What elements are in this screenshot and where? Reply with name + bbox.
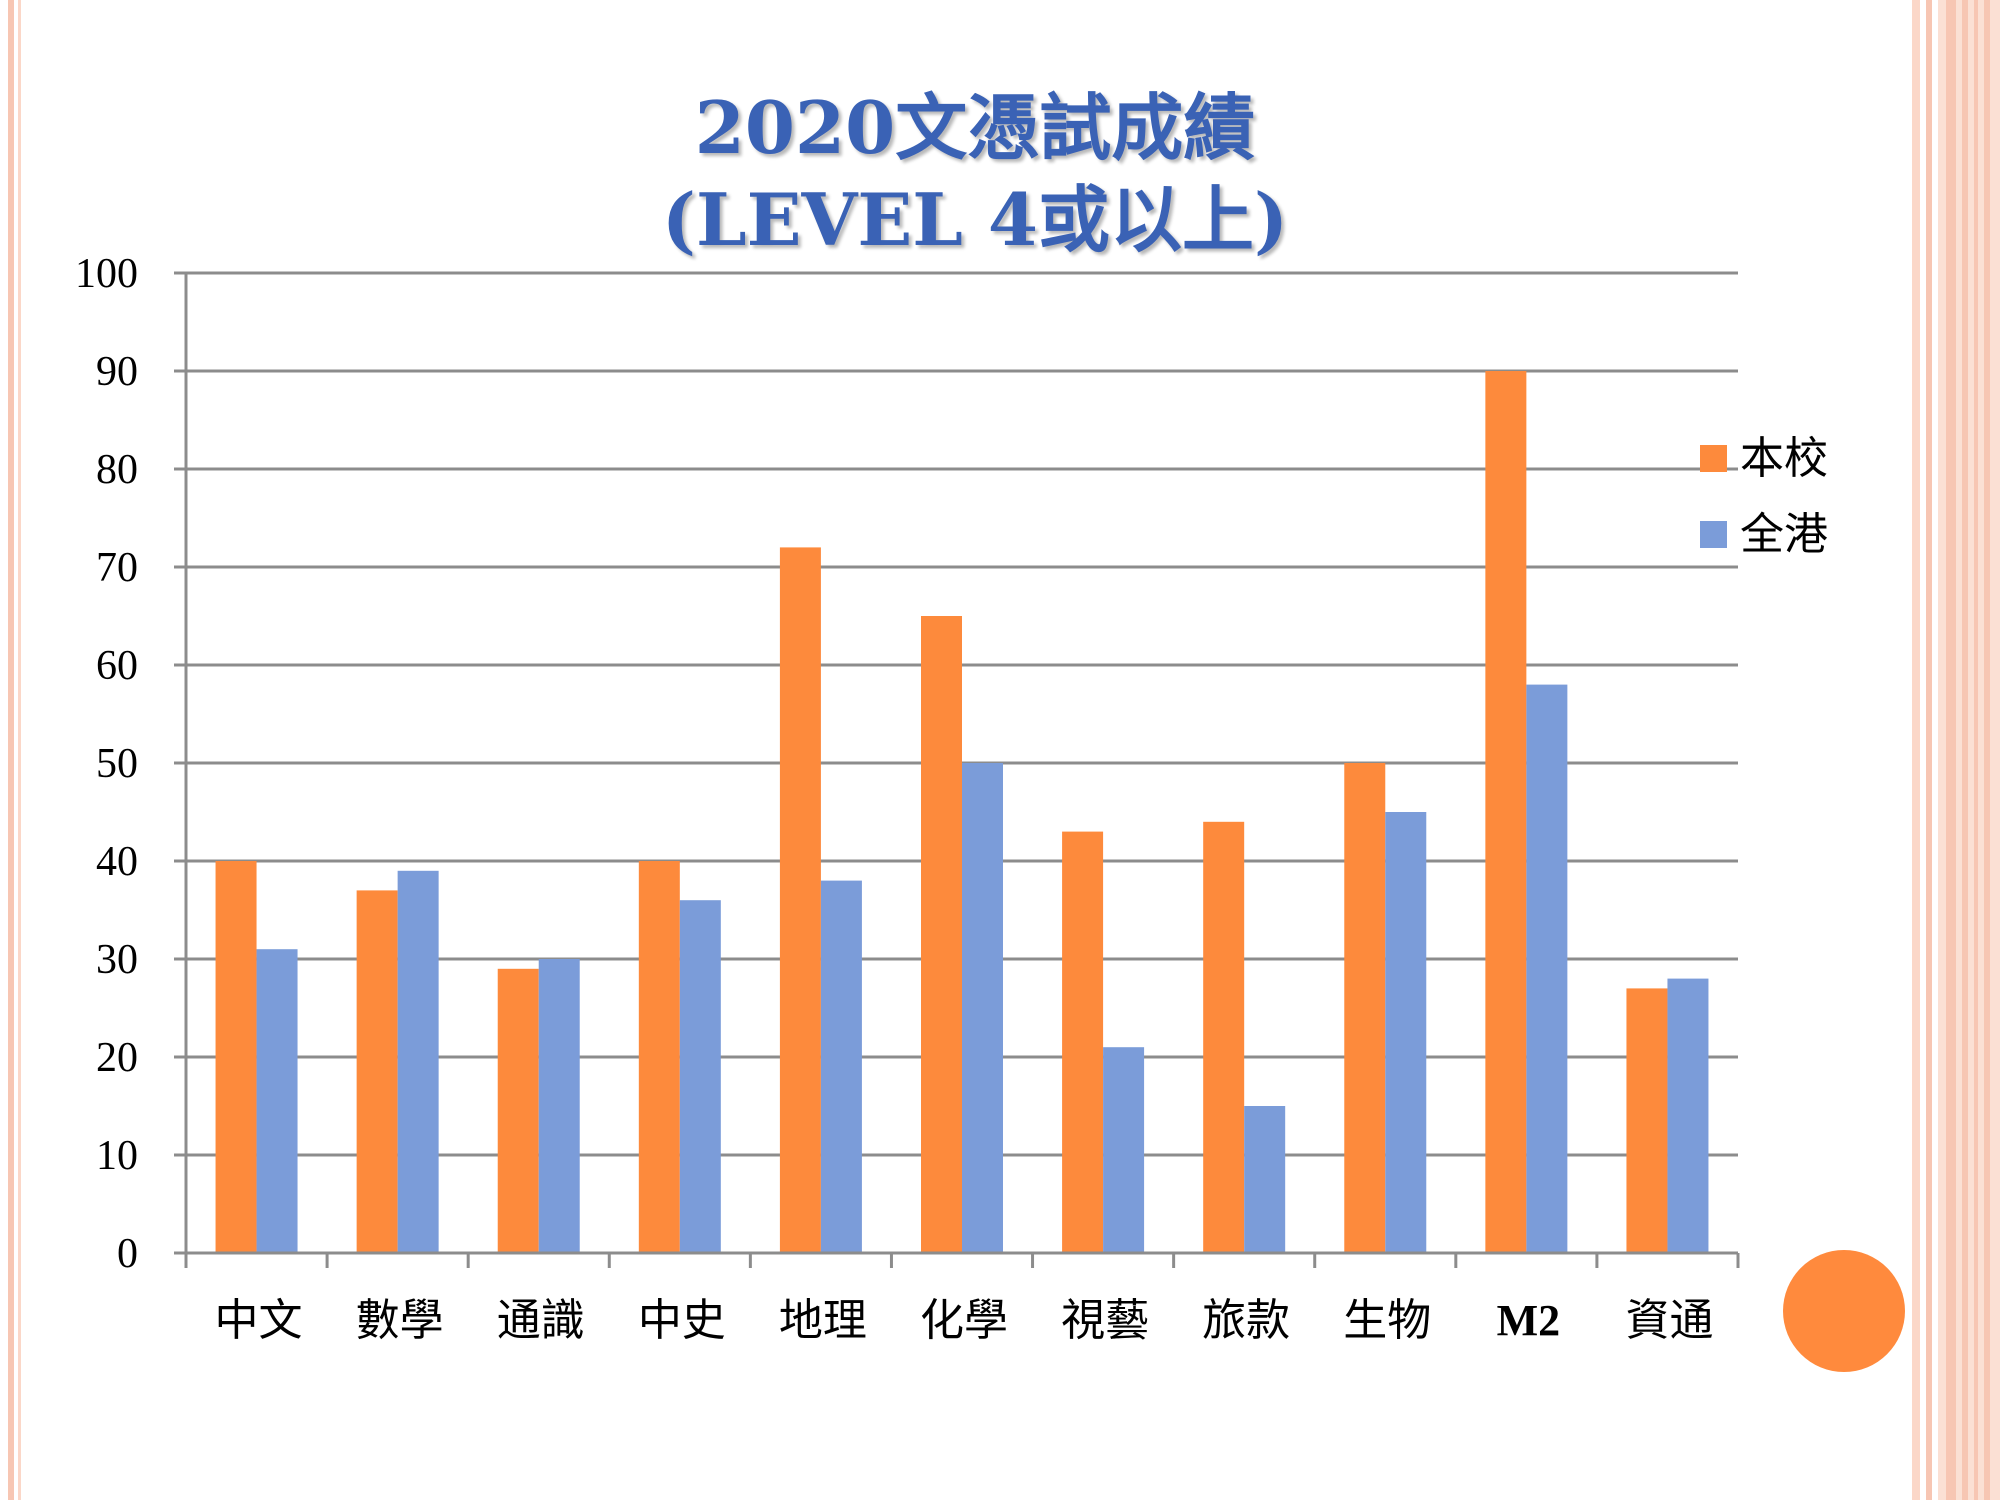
bar-hk-6	[1103, 1047, 1145, 1253]
y-tick-label: 20	[96, 1035, 138, 1081]
legend-label: 本校	[1740, 433, 1828, 484]
bar-school-2	[497, 968, 539, 1253]
y-tick-label: 10	[96, 1133, 138, 1179]
x-tick-label: 化學	[920, 1295, 1008, 1346]
x-tick-label: 數學	[356, 1295, 444, 1346]
x-tick-label: 地理	[779, 1295, 867, 1346]
right-frame-stripe-2	[1926, 0, 1932, 1500]
bar-school-5	[921, 616, 962, 1253]
bar-hk-4	[820, 880, 862, 1253]
bar-hk-5	[962, 763, 1003, 1253]
bar-school-3	[638, 861, 680, 1253]
bars	[215, 371, 1709, 1253]
y-tick-label: 80	[96, 447, 138, 493]
y-axis-ticks: 0 10 20 30 40 50 60 70 80 90 100	[75, 251, 138, 1277]
bar-school-6	[1062, 831, 1104, 1253]
y-tick-label: 50	[96, 741, 138, 787]
x-tick-label: 視藝	[1061, 1295, 1149, 1346]
y-tick-label: 0	[117, 1231, 138, 1277]
right-frame-stripe-6	[1974, 0, 1978, 1500]
bar-hk-7	[1244, 1106, 1286, 1253]
y-tick-label: 60	[96, 643, 138, 689]
x-tick-label: 旅款	[1202, 1295, 1290, 1346]
bar-hk-8	[1385, 812, 1427, 1253]
x-tick-label: 中文	[215, 1295, 303, 1346]
bar-school-4	[779, 547, 821, 1253]
legend-swatch	[1700, 521, 1727, 548]
right-frame-stripe-4	[1946, 0, 1956, 1500]
right-frame-stripe-1	[1912, 0, 1920, 1500]
y-tick-label: 30	[96, 937, 138, 983]
decorative-orange-circle	[1783, 1250, 1905, 1372]
grid-lines	[186, 271, 1738, 1157]
bar-hk-10	[1667, 978, 1709, 1253]
chart-title: 2020文憑試成績	[694, 85, 1256, 170]
x-tick-label: 中史	[638, 1295, 726, 1346]
bar-school-1	[356, 890, 398, 1253]
bar-school-7	[1203, 821, 1245, 1253]
y-tick-label: 90	[96, 349, 138, 395]
x-tick-label: M2	[1497, 1296, 1561, 1345]
y-tick-label: 100	[75, 251, 138, 297]
bar-school-8	[1344, 763, 1386, 1253]
x-tick-label: 通識	[497, 1295, 585, 1346]
y-tick-label: 70	[96, 545, 138, 591]
x-axis-ticks: 中文 數學 通識 中史 地理 化學 視藝 旅款 生物 M2 資通	[215, 1295, 1714, 1346]
legend-label: 全港	[1740, 509, 1828, 560]
bar-hk-9	[1526, 684, 1568, 1253]
bar-hk-1	[397, 870, 439, 1253]
right-frame-stripe-7	[1984, 0, 1990, 1500]
axes	[174, 271, 1740, 1268]
bar-hk-0	[256, 949, 298, 1253]
chart-subtitle: (LEVEL 4或以上)	[661, 177, 1289, 262]
bar-school-0	[215, 861, 257, 1253]
left-frame-stripe-inner	[18, 0, 21, 1500]
x-tick-label: 生物	[1343, 1295, 1431, 1346]
legend-swatch	[1700, 445, 1727, 472]
right-frame-stripe-5	[1962, 0, 1968, 1500]
chart-title-block: 2020文憑試成績 (LEVEL 4或以上)	[0, 82, 1950, 266]
bar-school-9	[1485, 371, 1527, 1253]
left-frame-stripe-outer	[8, 0, 14, 1500]
y-tick-label: 40	[96, 839, 138, 885]
x-tick-label: 資通	[1625, 1295, 1713, 1346]
bar-hk-3	[679, 900, 721, 1253]
bar-hk-2	[538, 959, 580, 1253]
bar-school-10	[1626, 988, 1668, 1253]
